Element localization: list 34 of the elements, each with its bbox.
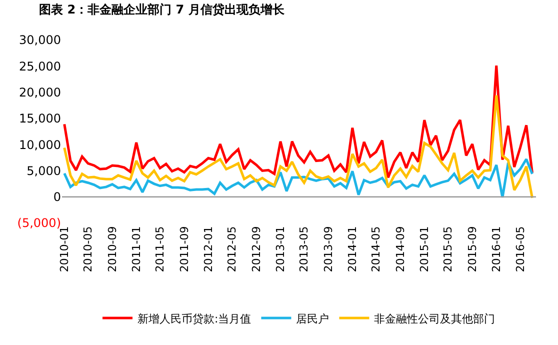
x-tick-label: 2013-01 xyxy=(274,226,288,272)
chart-title: 图表 2：非金融企业部门 7 月信贷出现负增长 xyxy=(39,2,286,17)
y-tick-label: 10,000 xyxy=(19,138,61,152)
y-tick-label: (5,000) xyxy=(17,216,61,230)
y-tick-label: 0 xyxy=(53,190,61,204)
y-tick-label: 30,000 xyxy=(19,33,61,48)
x-tick-label: 2013-09 xyxy=(322,226,335,272)
legend-label: 非金融性公司及其他部门 xyxy=(374,312,496,326)
x-tick-label: 2010-05 xyxy=(82,226,95,272)
x-tick-label: 2014-01 xyxy=(346,226,360,272)
x-tick-label: 2016-05 xyxy=(514,226,527,272)
line-series xyxy=(63,64,534,179)
x-tick-label: 2015-01 xyxy=(418,226,431,272)
y-tick-label: 20,000 xyxy=(19,85,61,100)
x-tick-label: 2012-01 xyxy=(202,226,215,272)
y-tick-label: 15,000 xyxy=(19,112,61,126)
line-series xyxy=(63,94,534,200)
x-tick-label: 2012-05 xyxy=(226,226,239,272)
x-tick-label: 2015-09 xyxy=(466,226,479,272)
legend-label: 新增人民币贷款:当月值 xyxy=(138,312,252,326)
line-series xyxy=(63,158,534,199)
x-tick-label: 2011-05 xyxy=(154,226,167,272)
x-tick-label: 2014-05 xyxy=(370,226,383,272)
y-tick-label: 5,000 xyxy=(26,164,61,178)
x-tick-label: 2011-09 xyxy=(178,226,191,272)
x-tick-label: 2013-05 xyxy=(298,226,311,272)
legend-label: 居民户 xyxy=(296,312,330,326)
x-tick-label: 2015-05 xyxy=(442,226,455,272)
x-tick-label: 2012-09 xyxy=(250,226,263,272)
x-tick-label: 2010-09 xyxy=(106,226,119,272)
x-tick-label: 2014-09 xyxy=(394,226,407,272)
x-tick-label: 2011-01 xyxy=(130,226,143,272)
x-tick-label: 2016-01 xyxy=(490,226,503,272)
y-tick-label: 25,000 xyxy=(19,59,61,74)
